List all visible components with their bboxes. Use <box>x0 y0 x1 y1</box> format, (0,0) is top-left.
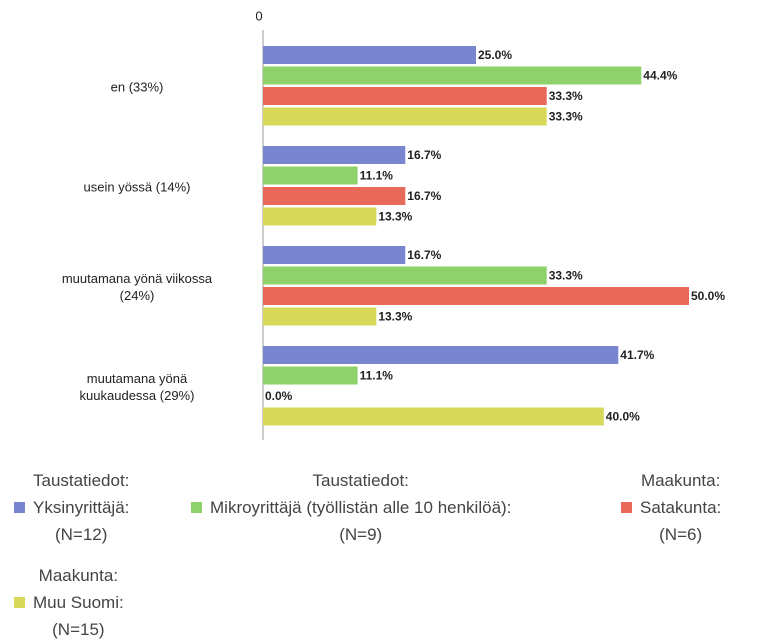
legend-label: Maakunta: Muu Suomi: (N=15) <box>33 566 124 639</box>
value-label: 16.7% <box>407 189 441 203</box>
legend-swatch <box>14 597 25 608</box>
category-label: muutamana yönä kuukaudessa (29%) <box>79 371 195 403</box>
chart: 0 25.0% 44.4% 33.3% 33.3% 16.7% 11.1% 16.7% 13.3… <box>255 8 725 440</box>
value-label: 41.7% <box>620 348 654 362</box>
value-label: 33.3% <box>549 269 583 283</box>
value-label: 40.0% <box>606 410 640 424</box>
value-label: 13.3% <box>378 210 412 224</box>
value-label: 44.4% <box>643 69 677 83</box>
bar <box>263 287 689 305</box>
legend-swatch <box>191 502 202 513</box>
bar <box>263 46 476 64</box>
bar <box>263 207 377 226</box>
bar <box>263 146 406 164</box>
bar <box>263 307 377 326</box>
value-label: 33.3% <box>549 110 583 124</box>
bar <box>263 187 406 205</box>
bar <box>263 366 358 385</box>
category-label: en (33%) <box>110 79 164 95</box>
value-label: 0.0% <box>265 389 293 403</box>
value-label: 11.1% <box>360 369 394 383</box>
bar <box>263 87 547 105</box>
bar <box>263 246 406 264</box>
value-label: 25.0% <box>478 48 512 62</box>
value-label: 33.3% <box>549 89 583 103</box>
value-label: 50.0% <box>691 289 725 303</box>
bar <box>263 407 604 426</box>
category-label: usein yössä (14%) <box>83 179 191 195</box>
legend-label: Taustatiedot: Mikroyrittäjä (työllistän … <box>210 471 512 544</box>
category-label: muutamana yönä viikossa (24%) <box>61 271 213 303</box>
legend-swatch <box>14 502 25 513</box>
value-label: 11.1% <box>360 169 394 183</box>
value-label: 16.7% <box>407 148 441 162</box>
value-label: 13.3% <box>378 310 412 324</box>
bar <box>263 346 619 364</box>
legend-item: Maakunta: Satakunta: (N=6) <box>621 467 721 548</box>
bar <box>263 166 358 185</box>
legend-item: Taustatiedot: Mikroyrittäjä (työllistän … <box>191 467 511 548</box>
legend-item: Maakunta: Muu Suomi: (N=15) <box>14 562 124 643</box>
x-tick-label: 0 <box>255 8 262 23</box>
legend-label: Taustatiedot: Yksinyrittäjä: (N=12) <box>33 471 130 544</box>
legend-item: Taustatiedot: Yksinyrittäjä: (N=12) <box>14 467 129 548</box>
value-label: 16.7% <box>407 248 441 262</box>
bar <box>263 266 547 285</box>
bar <box>263 66 642 85</box>
legend-label: Maakunta: Satakunta: (N=6) <box>640 471 722 544</box>
bar <box>263 107 547 126</box>
legend-swatch <box>621 502 632 513</box>
